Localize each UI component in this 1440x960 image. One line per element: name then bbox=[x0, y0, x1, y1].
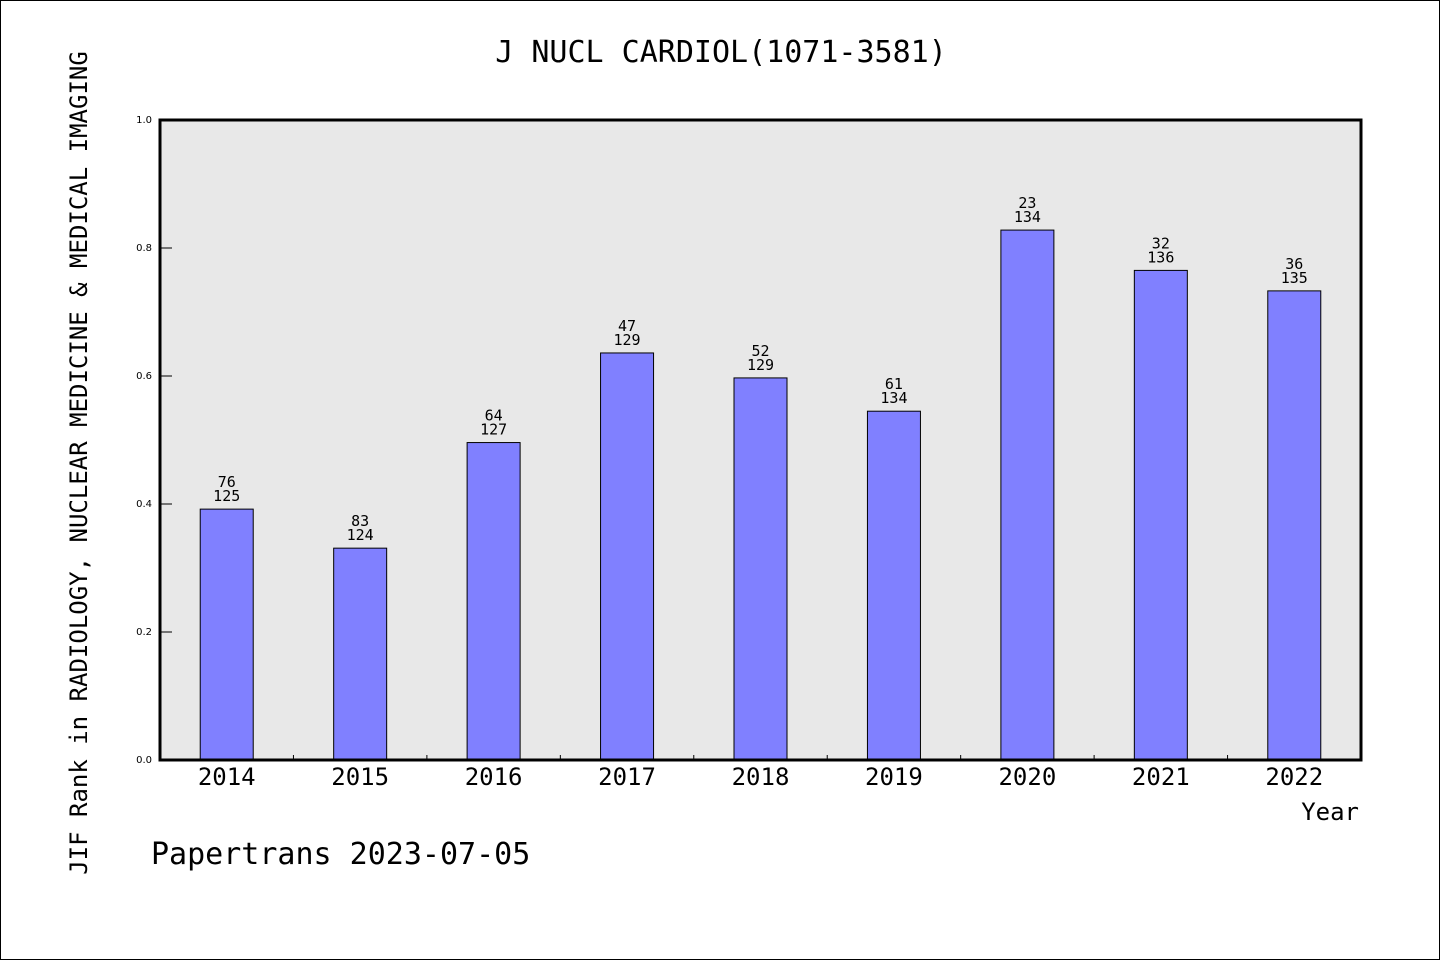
y-tick-label: 1.0 bbox=[136, 115, 152, 126]
bar-rank-label: 47 bbox=[618, 317, 636, 335]
x-tick-label: 2021 bbox=[1132, 763, 1190, 791]
x-axis-label: Year bbox=[1301, 798, 1359, 826]
chart-title: J NUCL CARDIOL(1071-3581) bbox=[495, 35, 947, 70]
bar-total-label: 136 bbox=[1147, 248, 1174, 266]
y-tick-label: 0.6 bbox=[136, 371, 152, 382]
x-tick-label: 2015 bbox=[331, 763, 389, 791]
bar-total-label: 124 bbox=[347, 526, 374, 544]
x-tick-label: 2017 bbox=[598, 763, 656, 791]
footer-credit: Papertrans 2023-07-05 bbox=[151, 837, 531, 872]
bar-rank-label: 36 bbox=[1285, 255, 1303, 273]
bar-2021 bbox=[1133, 269, 1188, 761]
x-tick-label: 2020 bbox=[998, 763, 1056, 791]
bar-rank-label: 23 bbox=[1018, 194, 1036, 212]
y-tick-label: 0.8 bbox=[136, 243, 152, 254]
bar-rank-label: 32 bbox=[1152, 234, 1170, 252]
bar-rank-label: 76 bbox=[218, 473, 236, 491]
bar-2015 bbox=[333, 547, 388, 761]
bar-total-label: 135 bbox=[1281, 269, 1308, 287]
y-tick-label: 0.2 bbox=[136, 627, 152, 638]
bar-total-label: 129 bbox=[747, 356, 774, 374]
bar-rank-label: 61 bbox=[885, 375, 903, 393]
bar-rank-label: 52 bbox=[751, 342, 769, 360]
bar-total-label: 127 bbox=[480, 421, 507, 439]
bar-2022 bbox=[1267, 290, 1322, 761]
bar-2019 bbox=[866, 410, 921, 761]
bar-2017 bbox=[600, 352, 655, 761]
bar-total-label: 134 bbox=[1014, 208, 1041, 226]
x-tick-label: 2019 bbox=[865, 763, 923, 791]
y-tick-label: 0.4 bbox=[136, 499, 152, 510]
x-tick-label: 2018 bbox=[732, 763, 790, 791]
x-tick-label: 2016 bbox=[465, 763, 523, 791]
bar-2014 bbox=[199, 508, 254, 761]
y-tick-label: 0.0 bbox=[136, 755, 152, 766]
bar-rank-label: 64 bbox=[485, 407, 503, 425]
bar-total-label: 125 bbox=[213, 487, 240, 505]
bar-2018 bbox=[733, 377, 788, 761]
x-tick-label: 2014 bbox=[198, 763, 256, 791]
x-tick-label: 2022 bbox=[1265, 763, 1323, 791]
bar-total-label: 134 bbox=[880, 389, 907, 407]
bar-rank-label: 83 bbox=[351, 512, 369, 530]
bar-total-label: 129 bbox=[614, 331, 641, 349]
plot-frame bbox=[158, 118, 1363, 762]
bar-2020 bbox=[1000, 229, 1055, 761]
bar-2016 bbox=[466, 442, 521, 761]
